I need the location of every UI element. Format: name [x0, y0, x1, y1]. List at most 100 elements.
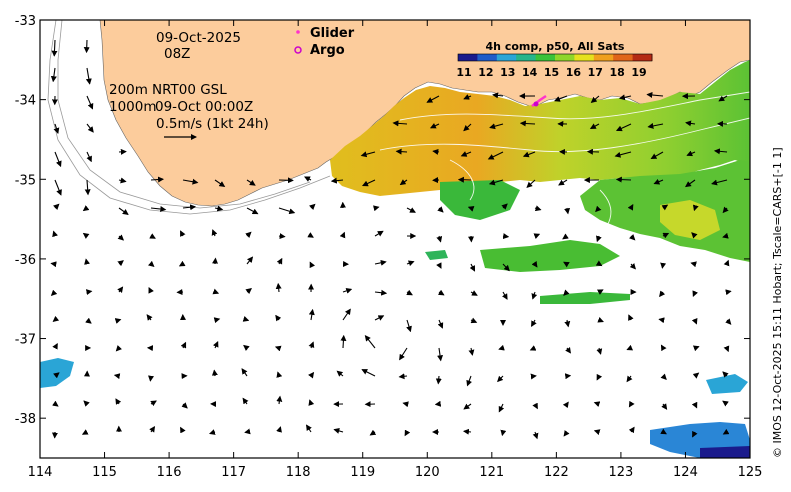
current-vector — [309, 261, 316, 269]
current-vector — [722, 206, 729, 214]
current-vector — [50, 67, 57, 83]
current-vector — [426, 95, 440, 103]
bathymetry-contours — [47, 20, 331, 215]
current-vector — [340, 334, 347, 349]
current-vector — [597, 316, 604, 323]
lon-tick-label: 117 — [221, 465, 246, 480]
current-vector — [115, 345, 123, 352]
current-vector — [628, 400, 635, 408]
current-vector — [148, 287, 154, 294]
current-vector — [589, 123, 600, 129]
current-vector — [562, 233, 569, 240]
current-vector — [84, 258, 90, 265]
current-vector — [52, 230, 58, 238]
current-vector — [118, 177, 127, 184]
current-vector — [182, 204, 197, 211]
current-vector — [658, 317, 665, 324]
current-vector — [532, 402, 538, 410]
info-depth-1000: 1000m — [109, 99, 157, 115]
current-vector — [246, 256, 254, 265]
current-vector — [209, 429, 216, 435]
current-vector — [558, 179, 568, 186]
current-vector — [360, 151, 376, 158]
colorbar-tick-label: 18 — [609, 66, 624, 79]
current-vector — [653, 178, 664, 185]
colorbar-swatch — [496, 54, 517, 61]
current-vector — [82, 232, 90, 239]
current-vector — [50, 261, 57, 268]
lat-tick-label: -35 — [15, 173, 36, 188]
current-vector — [498, 403, 505, 413]
current-vector — [467, 206, 475, 212]
current-vector — [308, 399, 315, 406]
sst-patch-cold-deep — [700, 446, 750, 458]
current-vector — [628, 426, 635, 434]
colorbar-swatch — [477, 54, 498, 61]
current-vector — [725, 318, 732, 325]
current-vector — [85, 67, 92, 85]
info-valid-time: 09-Oct 00:00Z — [155, 99, 253, 115]
info-depth-200: 200m — [109, 82, 148, 98]
current-vector — [596, 289, 604, 295]
current-vector — [149, 233, 156, 239]
current-vector — [692, 290, 699, 297]
current-vector — [500, 429, 507, 437]
current-vector — [626, 375, 633, 383]
current-vector — [404, 429, 411, 437]
current-vector — [53, 203, 60, 210]
current-vector — [84, 179, 91, 196]
current-vector — [722, 232, 729, 239]
current-vector — [722, 428, 730, 435]
current-vector — [713, 148, 728, 155]
sst-patch-small-west — [425, 250, 448, 260]
current-vector — [662, 232, 670, 239]
current-vector — [180, 426, 186, 434]
current-vector — [593, 401, 601, 407]
current-vector — [399, 179, 408, 186]
current-vector — [364, 335, 376, 349]
current-vector — [692, 204, 699, 212]
current-vector — [178, 260, 186, 267]
lon-tick-label: 124 — [673, 465, 698, 480]
colorbar-swatch — [593, 54, 614, 61]
lat-tick-label: -33 — [15, 14, 36, 29]
info-date: 09-Oct-2025 — [156, 30, 241, 46]
current-vector — [564, 319, 571, 328]
current-vector — [361, 179, 376, 187]
current-vector — [52, 342, 58, 350]
lon-tick-label: 116 — [157, 465, 182, 480]
current-vector — [437, 206, 444, 213]
current-vector — [243, 344, 250, 351]
current-vector — [691, 401, 698, 409]
current-vector — [53, 123, 60, 135]
current-vector — [718, 95, 728, 102]
current-vector — [690, 261, 697, 268]
current-vector — [685, 179, 696, 188]
current-vector — [463, 123, 472, 132]
current-vector — [369, 429, 377, 436]
current-vector — [246, 207, 259, 215]
current-vector — [595, 260, 603, 267]
info-hour: 08Z — [164, 46, 190, 62]
current-vector — [470, 317, 478, 324]
current-vector — [148, 375, 154, 382]
current-vector — [402, 401, 409, 408]
current-vector — [180, 341, 187, 349]
current-vector — [395, 148, 408, 155]
current-vector — [276, 395, 283, 405]
lon-tick-label: 114 — [28, 465, 53, 480]
current-vector — [245, 288, 252, 295]
current-vector — [463, 403, 472, 410]
credit-text: © IMOS 12-Oct-2025 15:11 Hobart; Tscale=… — [771, 147, 784, 458]
isotherm-lines — [379, 91, 750, 241]
current-vector — [437, 347, 444, 362]
current-vector — [150, 206, 167, 213]
current-vector — [276, 371, 283, 378]
current-vector — [534, 205, 542, 212]
current-vector — [86, 123, 94, 133]
sst-patch-cold-east — [706, 374, 748, 394]
current-vector — [309, 203, 316, 211]
colorbar-tick-label: 14 — [522, 66, 538, 79]
current-vector — [629, 234, 636, 241]
argo-legend-icon — [294, 46, 302, 54]
